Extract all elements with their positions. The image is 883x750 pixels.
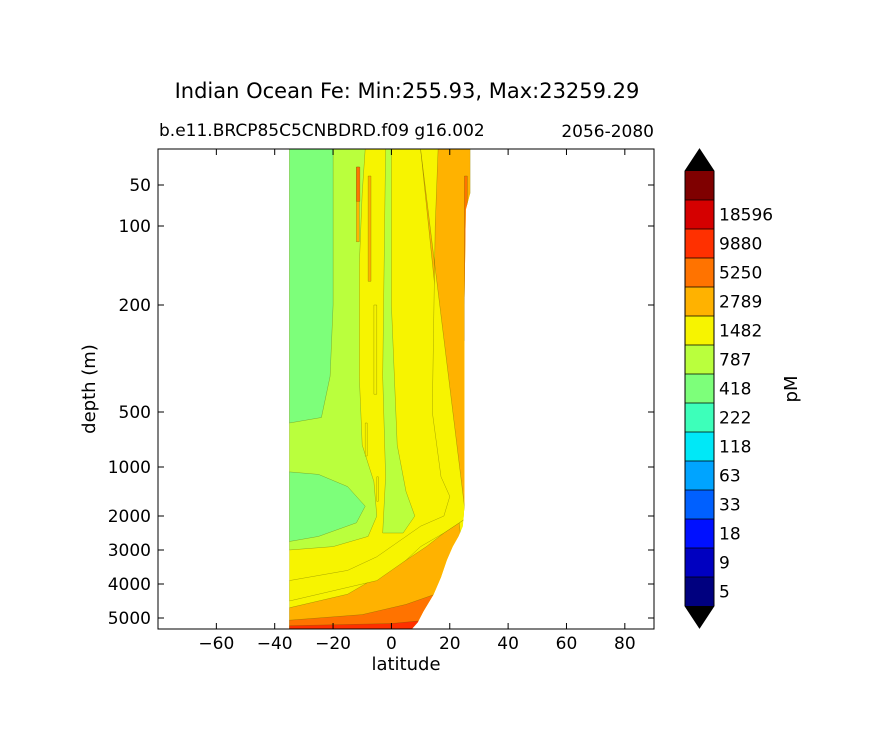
colorbar-swatch	[685, 490, 714, 519]
contour-streak	[367, 175, 372, 282]
y-tick-label: 50	[129, 176, 151, 196]
x-tick-label: −60	[198, 634, 234, 654]
contour-yellowgreen-center	[382, 149, 416, 534]
x-tick-label: 20	[439, 634, 461, 654]
y-tick-label: 200	[119, 296, 151, 316]
contour-streak	[376, 476, 379, 502]
colorbar-frame	[684, 148, 715, 629]
contour-east-edge	[464, 175, 468, 341]
colorbar-swatch	[685, 403, 714, 432]
chart-title: Indian Ocean Fe: Min:255.93, Max:23259.2…	[175, 79, 640, 103]
colorbar-tick-label: 2789	[719, 293, 762, 313]
colorbar-tick-label: 1482	[719, 322, 762, 342]
colorbar-swatch	[685, 548, 714, 577]
colorbar-label: pM	[781, 376, 802, 403]
chart-subtitle-left: b.e11.BRCP85C5CNBDRD.f09 g16.002	[159, 121, 485, 141]
colorbar-tick-label: 418	[719, 380, 751, 400]
colorbar-extend-min-triangle	[685, 606, 714, 628]
colorbar-tick-label: 5250	[719, 264, 762, 284]
colorbar-tick-label: 9	[719, 554, 730, 574]
y-tick-label: 2000	[108, 507, 151, 527]
colorbar-swatch	[685, 432, 714, 461]
colorbar-tick-label: 5	[719, 583, 730, 603]
colorbar-swatch	[685, 519, 714, 548]
contour-green-deep	[289, 471, 366, 542]
x-axis-label: latitude	[371, 654, 440, 675]
x-axis: −60 −40 −20 0 20 40 60 80	[198, 149, 636, 654]
colorbar-swatch	[685, 229, 714, 258]
y-tick-label: 100	[119, 217, 151, 237]
colorbar-tick-label: 222	[719, 409, 751, 429]
y-axis-label: depth (m)	[79, 344, 100, 434]
x-tick-label: 60	[556, 634, 578, 654]
contour-green-upper	[289, 149, 334, 424]
colorbar-extend-max-triangle	[685, 149, 714, 171]
y-tick-label: 500	[119, 403, 151, 423]
colorbar-tick-label: 787	[719, 351, 751, 371]
x-tick-label: 40	[497, 634, 519, 654]
x-tick-label: 80	[614, 634, 636, 654]
y-tick-label: 3000	[108, 541, 151, 561]
colorbar: 5 9 18 33 63 118 222 418 787 1482 2789 5250 9880 1859…	[684, 148, 773, 629]
y-tick-label: 4000	[108, 575, 151, 595]
contour-yellow-east-band	[289, 149, 465, 602]
colorbar-tick-label: 9880	[719, 235, 762, 255]
colorbar-swatch	[685, 577, 714, 606]
plot-frame	[157, 148, 655, 630]
contour-streak	[373, 304, 378, 395]
colorbar-tick-label: 118	[719, 438, 751, 458]
chart-subtitle-right: 2056-2080	[561, 122, 654, 142]
colorbar-swatch	[685, 345, 714, 374]
colorbar-tick-label: 18596	[719, 206, 773, 226]
x-tick-label: −40	[257, 634, 293, 654]
colorbar-swatch	[685, 316, 714, 345]
colorbar-swatch	[685, 461, 714, 490]
colorbar-tick-label: 18	[719, 525, 741, 545]
x-tick-label: 0	[386, 634, 397, 654]
y-tick-label: 1000	[108, 458, 151, 478]
contour-streak-hot	[356, 166, 361, 202]
colorbar-swatch	[685, 171, 714, 200]
colorbar-tick-label: 63	[719, 467, 741, 487]
colorbar-tick-label: 33	[719, 496, 741, 516]
colorbar-swatch	[685, 258, 714, 287]
colorbar-swatch	[685, 374, 714, 403]
colorbar-swatch	[685, 200, 714, 229]
colorbar-swatch	[685, 287, 714, 316]
y-axis: 50 100 200 500 1000 2000 3000 4000 5000	[108, 176, 654, 629]
x-tick-label: −20	[315, 634, 351, 654]
y-tick-label: 5000	[108, 609, 151, 629]
contour-fill-area	[289, 149, 471, 629]
contour-streak	[364, 422, 368, 457]
